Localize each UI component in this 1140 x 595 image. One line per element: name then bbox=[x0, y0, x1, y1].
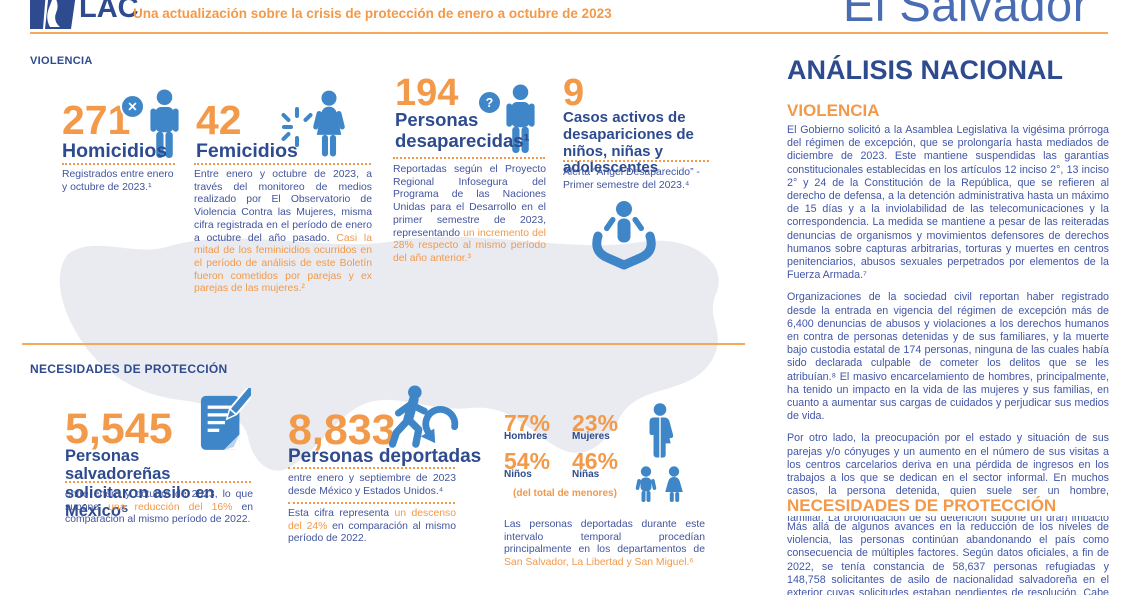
asilo-value: 5,545 bbox=[65, 405, 173, 453]
logo-text: LAC bbox=[79, 0, 139, 24]
el-salvador-map-silhouette bbox=[59, 236, 719, 471]
homicidios-label: Homicidios bbox=[62, 140, 168, 162]
hombres-label: Hombres bbox=[504, 431, 548, 442]
man-icon bbox=[506, 84, 535, 154]
ninas-label: Niñas bbox=[572, 469, 600, 480]
report-title: Una actualización sobre la crisis de pro… bbox=[133, 6, 612, 21]
hombres-pct: 77% bbox=[504, 410, 551, 436]
analisis-necesidades-heading: NECESIDADES DE PROTECCIÓN bbox=[787, 496, 1109, 516]
analisis-violencia-heading: VIOLENCIA bbox=[787, 101, 880, 120]
gender-split-figure-icon bbox=[649, 403, 674, 458]
dotted-separator bbox=[65, 481, 251, 483]
ninas-pct: 46% bbox=[572, 448, 619, 474]
document-pencil-icon bbox=[200, 388, 251, 450]
section-rule bbox=[22, 343, 745, 345]
lac-logo-icon bbox=[30, 0, 76, 29]
children-boy-girl-icons bbox=[635, 466, 683, 502]
impact-burst-icon bbox=[281, 107, 313, 147]
analisis-necesidades-text: Más allá de algunos avances en la reducc… bbox=[787, 521, 1109, 595]
ninos-pct: 54% bbox=[504, 448, 551, 474]
desaparecidas-caption: Reportadas según el Proyecto Regional In… bbox=[393, 164, 546, 264]
mujeres-pct: 23% bbox=[572, 410, 619, 436]
dotted-separator bbox=[62, 163, 175, 165]
deportadas-caption-1: entre enero y septiembre de 2023 desde M… bbox=[288, 473, 456, 497]
femicidios-caption: Entre enero y octubre de 2023, a través … bbox=[194, 169, 372, 295]
paragraph: Organizaciones de la sociedad civil repo… bbox=[787, 291, 1109, 423]
header-rule bbox=[30, 32, 1108, 34]
menores-note: (del total de menores) bbox=[513, 488, 617, 499]
homicidios-caption: Registrados entre enero y octubre de 202… bbox=[62, 169, 174, 193]
dotted-separator bbox=[288, 467, 455, 469]
desaparecidas-value: 194 bbox=[395, 72, 459, 114]
hands-holding-child-icon bbox=[592, 201, 656, 270]
mujeres-label: Mujeres bbox=[572, 431, 610, 442]
question-badge-icon: ? bbox=[477, 90, 502, 115]
dotted-separator bbox=[194, 163, 371, 165]
asilo-caption: entre enero y octubre de 2023, lo que su… bbox=[65, 489, 254, 526]
deportadas-label: Personas deportadas bbox=[288, 446, 482, 467]
woman-icon bbox=[313, 90, 345, 157]
x-badge-icon: ✕ bbox=[120, 94, 145, 119]
violencia-section-heading: VIOLENCIA bbox=[30, 55, 93, 67]
asilo-label: Personas salvadoreñas solicitaron asilo … bbox=[65, 447, 215, 521]
casos-nna-value: 9 bbox=[563, 72, 585, 114]
man-icon bbox=[150, 89, 179, 159]
paragraph: Más allá de algunos avances en la reducc… bbox=[787, 521, 1109, 595]
dotted-separator bbox=[393, 157, 545, 159]
dotted-separator bbox=[288, 502, 455, 504]
necesidades-section-heading: NECESIDADES DE PROTECCIÓN bbox=[30, 362, 228, 376]
casos-nna-caption: Alerta “Ángel Desaparecido” - Primer sem… bbox=[563, 167, 700, 191]
desaparecidas-label: Personas desaparecidas¹ bbox=[395, 109, 530, 151]
homicidios-value: 271 bbox=[62, 97, 131, 143]
deportadas-caption-2: Esta cifra representa un descenso del 24… bbox=[288, 508, 456, 545]
deportadas-value: 8,833 bbox=[288, 406, 396, 454]
analisis-heading: ANÁLISIS NACIONAL bbox=[787, 55, 1063, 85]
deportation-return-icon bbox=[388, 385, 459, 448]
paragraph: El Gobierno solicitó a la Asamblea Legis… bbox=[787, 124, 1109, 282]
femicidios-label: Femicidios bbox=[196, 140, 298, 162]
dotted-separator bbox=[563, 160, 709, 162]
demografia-caption: Las personas deportadas durante este int… bbox=[504, 519, 705, 569]
ninos-label: Niños bbox=[504, 469, 532, 480]
femicidios-value: 42 bbox=[196, 97, 242, 143]
casos-nna-label: Casos activos de desapariciones de niños… bbox=[563, 109, 694, 177]
country-title: El Salvador bbox=[843, 0, 1089, 31]
